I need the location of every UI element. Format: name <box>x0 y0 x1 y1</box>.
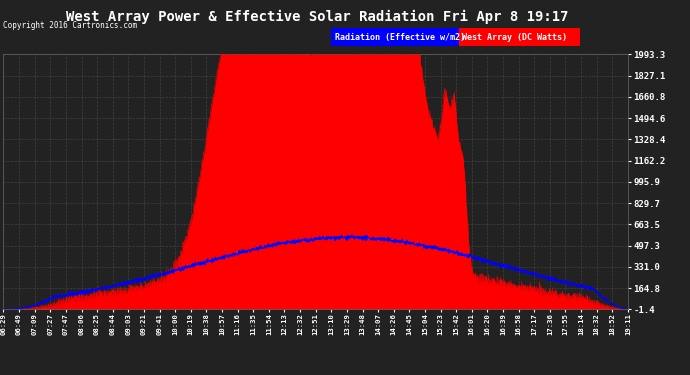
Text: West Array (DC Watts): West Array (DC Watts) <box>462 33 567 42</box>
Text: Radiation (Effective w/m2): Radiation (Effective w/m2) <box>335 33 464 42</box>
Text: West Array Power & Effective Solar Radiation Fri Apr 8 19:17: West Array Power & Effective Solar Radia… <box>66 9 569 24</box>
Text: Copyright 2016 Cartronics.com: Copyright 2016 Cartronics.com <box>3 21 137 30</box>
